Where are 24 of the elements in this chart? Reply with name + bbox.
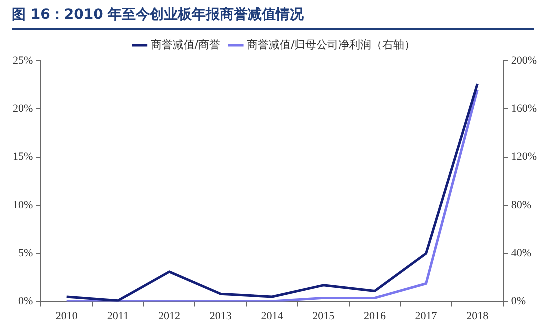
y2-tick-label: 200%	[511, 54, 538, 67]
y2-tick-label: 40%	[511, 248, 532, 260]
y2-tick-label: 160%	[511, 103, 538, 116]
x-tick-label: 2017	[415, 310, 438, 322]
legend-label: 商誉减值/归母公司净利润（右轴）	[247, 38, 416, 52]
legend-label: 商誉减值/商誉	[150, 38, 221, 52]
x-tick-label: 2014	[261, 310, 284, 322]
y-tick-label: 25%	[12, 54, 34, 67]
y2-tick-label: 80%	[511, 199, 532, 212]
x-tick-label: 2011	[107, 310, 129, 322]
y2-tick-label: 120%	[511, 151, 538, 164]
y-tick-label: 10%	[12, 199, 34, 212]
chart-title: 图 16：2010 年至今创业板年报商誉减值情况	[12, 6, 534, 30]
y2-tick-label: 0%	[511, 296, 526, 308]
x-tick-label: 2010	[56, 310, 78, 322]
x-tick-label: 2018	[466, 310, 490, 322]
y-tick-label: 15%	[12, 151, 34, 164]
y-tick-label: 5%	[18, 248, 34, 260]
x-tick-label: 2012	[158, 310, 181, 322]
x-tick-label: 2016	[364, 310, 386, 322]
x-tick-label: 2015	[312, 310, 336, 322]
x-tick-label: 2013	[210, 310, 232, 322]
y-tick-label: 0%	[18, 296, 34, 308]
y-tick-label: 20%	[12, 103, 34, 116]
